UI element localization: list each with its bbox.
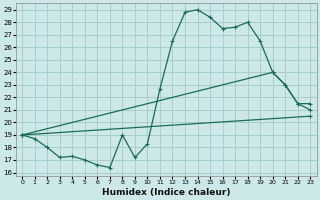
- X-axis label: Humidex (Indice chaleur): Humidex (Indice chaleur): [102, 188, 230, 197]
